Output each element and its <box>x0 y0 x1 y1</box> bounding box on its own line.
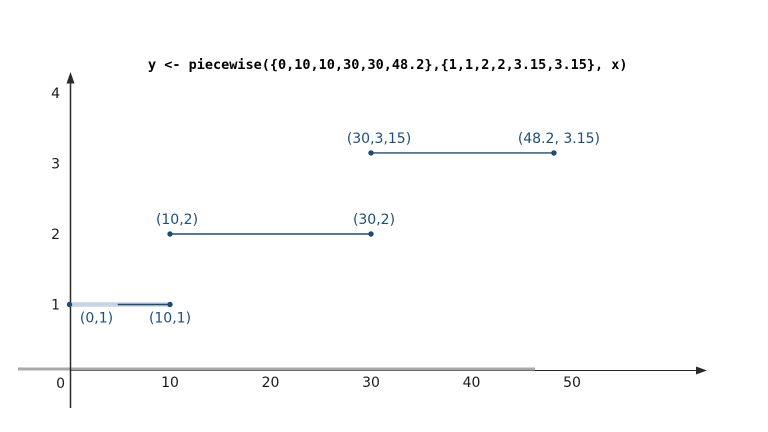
x-tick-label: 20 <box>262 375 280 391</box>
y-tick-label: 1 <box>51 298 60 314</box>
point-coordinate-label: (0,1) <box>80 311 113 327</box>
chart-title: y <- piecewise({0,10,10,30,30,48.2},{1,1… <box>148 57 628 73</box>
x-tick-label: 30 <box>362 375 380 391</box>
point-coordinate-label: (10,2) <box>156 212 198 228</box>
point-coordinate-label: (30,3,15) <box>347 131 411 147</box>
point-coordinate-label: (30,2) <box>353 212 395 228</box>
y-axis-arrow-icon <box>66 72 75 84</box>
data-point-dot <box>66 301 73 308</box>
y-tick-label: 3 <box>51 157 60 173</box>
y-tick-label: 2 <box>51 227 60 243</box>
x-tick-label: 10 <box>161 375 179 391</box>
data-point-dot <box>368 231 374 237</box>
data-point-dot <box>368 150 374 156</box>
point-coordinate-label: (48.2, 3.15) <box>518 131 600 147</box>
data-point-dot <box>551 150 557 156</box>
data-point-dot <box>167 231 173 237</box>
x-tick-label: 50 <box>563 375 581 391</box>
x-axis-arrow-icon <box>696 366 707 375</box>
origin-tick-label: 0 <box>56 376 65 392</box>
x-tick-label: 40 <box>463 375 481 391</box>
data-point-dot <box>167 301 173 308</box>
point-coordinate-label: (10,1) <box>149 311 191 327</box>
y-tick-label: 4 <box>51 86 60 102</box>
